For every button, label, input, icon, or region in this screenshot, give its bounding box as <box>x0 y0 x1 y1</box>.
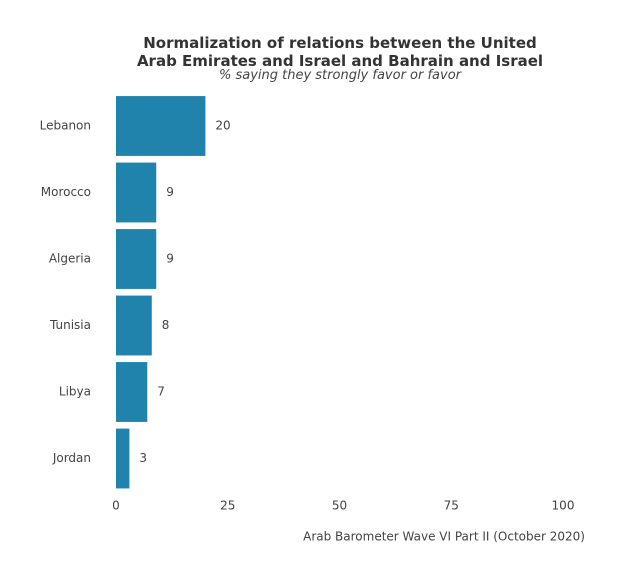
value-label: 9 <box>166 185 174 199</box>
value-label: 9 <box>166 252 174 266</box>
value-label: 3 <box>139 451 147 465</box>
bar <box>116 362 148 422</box>
y-tick-label: Lebanon <box>40 119 91 133</box>
value-label: 8 <box>162 318 170 332</box>
y-tick-label: Algeria <box>49 252 91 266</box>
x-tick-label: 50 <box>332 499 347 513</box>
y-tick-label: Libya <box>59 385 91 399</box>
y-tick-label: Morocco <box>41 185 91 199</box>
value-label: 20 <box>215 119 230 133</box>
x-tick-label: 25 <box>220 499 235 513</box>
chart-title: Normalization of relations between the U… <box>136 34 544 70</box>
bar <box>116 428 130 489</box>
x-tick-label: 100 <box>552 499 575 513</box>
bar <box>116 96 206 156</box>
x-tick-label: 75 <box>444 499 459 513</box>
bar <box>116 295 152 356</box>
x-tick-label: 0 <box>112 499 120 513</box>
caption: Arab Barometer Wave VI Part II (October … <box>303 530 585 544</box>
value-label: 7 <box>157 385 165 399</box>
chart-subtitle: % saying they strongly favor or favor <box>218 68 462 83</box>
bar <box>116 229 157 289</box>
y-tick-label: Tunisia <box>49 318 91 332</box>
y-tick-label: Jordan <box>52 451 91 465</box>
bar <box>116 162 157 223</box>
